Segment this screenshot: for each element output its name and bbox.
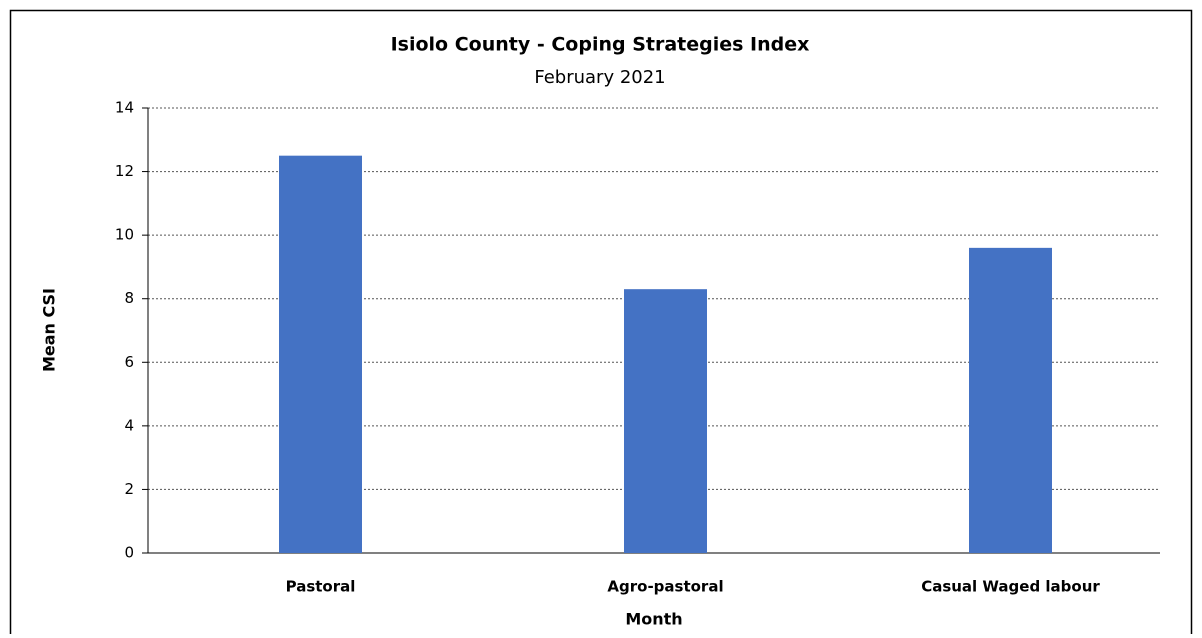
bar bbox=[969, 247, 1052, 553]
y-tick-label: 4 bbox=[124, 416, 134, 434]
x-tick-label: Casual Waged labour bbox=[921, 578, 1100, 596]
bar bbox=[279, 155, 362, 553]
x-tick-label: Agro-pastoral bbox=[607, 578, 723, 596]
y-tick-label: 0 bbox=[124, 544, 134, 562]
chart-border bbox=[9, 9, 1193, 638]
bar bbox=[624, 289, 707, 553]
y-tick-label: 14 bbox=[115, 99, 134, 117]
y-tick-label: 8 bbox=[124, 289, 134, 307]
y-tick-label: 6 bbox=[124, 353, 134, 371]
y-tick-label: 2 bbox=[124, 480, 134, 498]
x-tick-label: Pastoral bbox=[286, 578, 356, 596]
chart-title: Isiolo County - Coping Strategies Index bbox=[391, 34, 810, 56]
y-tick-label: 12 bbox=[115, 162, 134, 180]
y-axis-label: Mean CSI bbox=[40, 288, 59, 372]
y-tick-label: 10 bbox=[115, 226, 134, 244]
chart-subtitle: February 2021 bbox=[534, 67, 665, 88]
x-axis-label: Month bbox=[625, 610, 682, 629]
